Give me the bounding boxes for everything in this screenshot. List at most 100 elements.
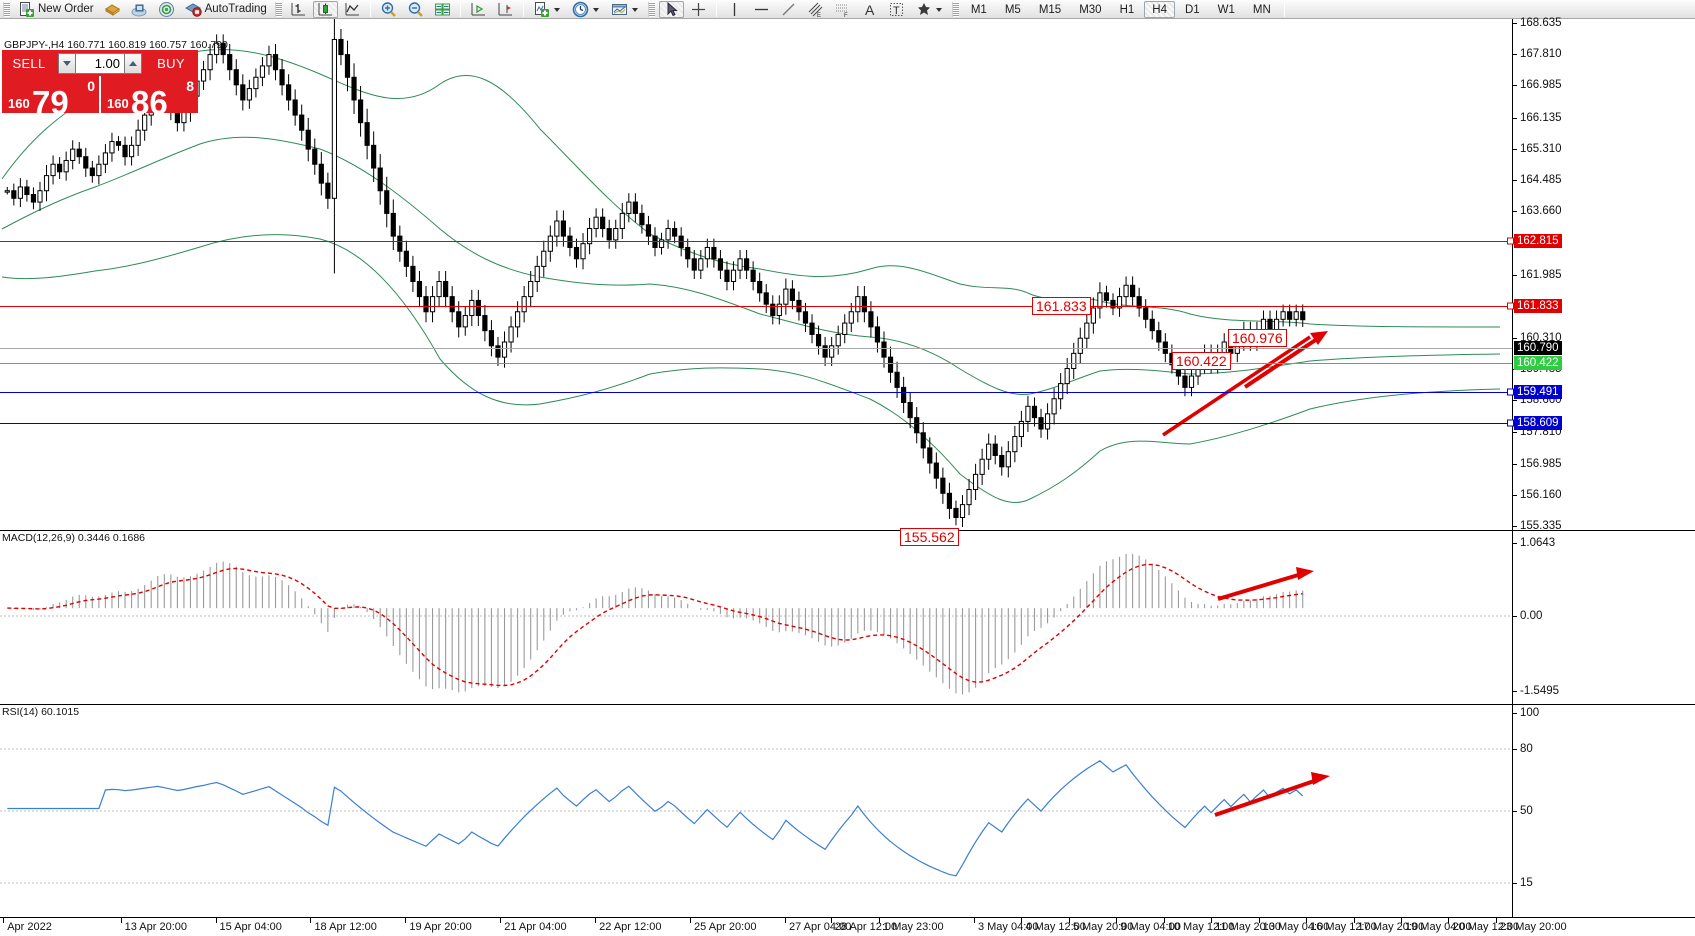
expert-advisors-button[interactable] (100, 1, 125, 18)
chevron-down-icon-2[interactable] (592, 8, 599, 12)
time-axis[interactable]: Apr 2022 13 Apr 20:00 15 Apr 04:00 18 Apr 1… (0, 917, 1695, 936)
timeframe-w1-button[interactable]: W1 (1217, 3, 1235, 16)
buy-button[interactable]: BUY (144, 50, 198, 76)
period-button[interactable] (568, 1, 605, 18)
chevron-down-icon-3[interactable] (631, 8, 638, 12)
price-axis[interactable]: 168.635 167.810 166.985 166.135 165.310 164.4… (1507, 17, 1695, 532)
time-tick (1211, 918, 1213, 923)
cursor-button[interactable] (658, 0, 684, 18)
rsi-tick (1512, 749, 1517, 750)
horizontal-line-button[interactable] (749, 1, 774, 18)
chevron-down-icon-4[interactable] (935, 8, 942, 12)
hline-160422[interactable] (0, 363, 1512, 364)
chevron-down-icon[interactable] (553, 8, 560, 12)
ask-price[interactable]: 160 86 8 (99, 76, 198, 113)
data-window-button[interactable] (127, 1, 152, 18)
hline-159491[interactable] (0, 392, 1512, 393)
new-order-button[interactable]: New Order (14, 1, 98, 18)
chart-annotation[interactable]: 160.976 (1228, 329, 1287, 347)
macd-pane[interactable]: MACD(12,26,9) 0.3446 0.1686 1.0643 0.00 -1… (0, 530, 1695, 704)
time-tick-label: 27 Apr 04:00 (788, 921, 852, 933)
timeframe-m5-button[interactable]: M5 (1004, 3, 1021, 16)
navigator-button[interactable] (154, 1, 179, 18)
zoom-out-button[interactable] (403, 1, 428, 18)
period-icon (572, 1, 589, 18)
price-pane[interactable]: 168.635 167.810 166.985 166.135 165.310 164.4… (0, 17, 1695, 532)
line-handle[interactable] (1507, 388, 1514, 396)
toolbar-grip[interactable] (3, 1, 10, 17)
price-tag-line-marker[interactable]: 162.815 (1514, 234, 1562, 248)
rsi-pane[interactable]: RSI(14) 60.1015 100 80 50 15 (0, 704, 1695, 917)
macd-tick-label: 0.00 (1520, 610, 1543, 622)
rsi-tick-label: 50 (1520, 805, 1533, 817)
autotrading-button[interactable]: AutoTrading (181, 1, 271, 18)
line-handle[interactable] (1507, 237, 1514, 245)
toolbar-grip-3[interactable] (647, 1, 655, 17)
zoom-in-button[interactable] (376, 1, 401, 18)
chart-annotation[interactable]: 155.562 (900, 528, 959, 546)
chart-area[interactable]: 168.635 167.810 166.985 166.135 165.310 164.4… (0, 17, 1695, 936)
toolbar-grip-2[interactable] (274, 1, 282, 17)
fibonacci-button[interactable]: F (830, 1, 855, 18)
macd-tick-label: -1.5495 (1520, 685, 1560, 697)
line-handle[interactable] (1507, 302, 1514, 310)
one-click-trading-panel[interactable]: GBPJPY-,H4 160.771 160.819 160.757 160.7… (2, 39, 228, 113)
time-tick-label: 19 Apr 20:00 (409, 921, 472, 933)
crosshair-button[interactable] (686, 1, 711, 18)
line-handle[interactable] (1507, 419, 1514, 427)
timeframe-m1-button[interactable]: M1 (970, 3, 987, 16)
price-tick (1512, 117, 1517, 119)
volume-stepper[interactable]: 1.00 (56, 50, 144, 76)
bollinger-middle (1, 136, 1501, 396)
order-panel-quotes-row: 160 79 0 160 86 8 (2, 76, 198, 113)
price-tag-line-marker[interactable]: 159.491 (1514, 385, 1562, 399)
drawings-button[interactable] (911, 1, 948, 18)
timeframe-m15-button[interactable]: M15 (1038, 3, 1062, 16)
price-tag-line-marker[interactable]: 161.833 (1514, 299, 1562, 313)
bar-chart-button[interactable] (286, 1, 311, 18)
toolbar-grip-4[interactable] (951, 1, 959, 17)
bid-price-prefix: 160 (8, 96, 30, 111)
sell-button[interactable]: SELL (2, 50, 56, 76)
price-tick-label: 161.985 (1520, 268, 1562, 281)
timeframe-h4-button[interactable]: H4 (1144, 0, 1175, 18)
vertical-line-button[interactable] (722, 1, 747, 18)
line-chart-button[interactable] (340, 1, 365, 18)
equidistant-channel-button[interactable]: E (803, 1, 828, 18)
price-tag-bid-line[interactable]: 160.422 (1514, 356, 1562, 370)
volume-decrease-button[interactable] (58, 52, 76, 74)
hline-161833[interactable] (0, 306, 1512, 307)
chart-shift-button[interactable] (493, 1, 518, 18)
timeframe-mn-button[interactable]: MN (1252, 3, 1271, 16)
ask-price-fraction: 8 (186, 78, 194, 94)
time-tick (1163, 918, 1165, 923)
candlestick-chart-button[interactable] (312, 0, 338, 18)
chart-annotation[interactable]: 161.833 (1032, 297, 1091, 315)
bid-price[interactable]: 160 79 0 (2, 76, 99, 113)
chart-annotation[interactable]: 160.422 (1172, 352, 1231, 370)
svg-text:F: F (844, 13, 848, 18)
templates-button[interactable] (607, 1, 644, 18)
timeframe-d1-button[interactable]: D1 (1184, 3, 1200, 16)
price-tag-last-price[interactable]: 160.790 (1514, 341, 1562, 355)
time-tick (1021, 918, 1023, 923)
timeframe-h1-button[interactable]: H1 (1119, 3, 1135, 16)
autotrading-icon (184, 1, 202, 18)
rsi-tick (1512, 713, 1517, 714)
text-button[interactable]: A (857, 1, 882, 18)
time-tick (1448, 918, 1450, 923)
volume-increase-button[interactable] (124, 52, 142, 74)
auto-scroll-button[interactable] (466, 1, 491, 18)
price-tick-label: 156.160 (1520, 488, 1562, 501)
indicators-button[interactable] (529, 1, 566, 18)
time-tick (120, 918, 122, 923)
hline-162815[interactable] (0, 241, 1512, 242)
hline-158609[interactable] (0, 423, 1512, 424)
time-tick (3, 918, 5, 923)
text-label-button[interactable]: T (884, 1, 909, 18)
trendline-button[interactable] (776, 1, 801, 18)
timeframe-m30-button[interactable]: M30 (1079, 3, 1102, 16)
volume-input[interactable]: 1.00 (76, 52, 124, 74)
price-tag-line-marker[interactable]: 158.609 (1514, 416, 1562, 430)
market-watch-button[interactable] (430, 1, 455, 18)
